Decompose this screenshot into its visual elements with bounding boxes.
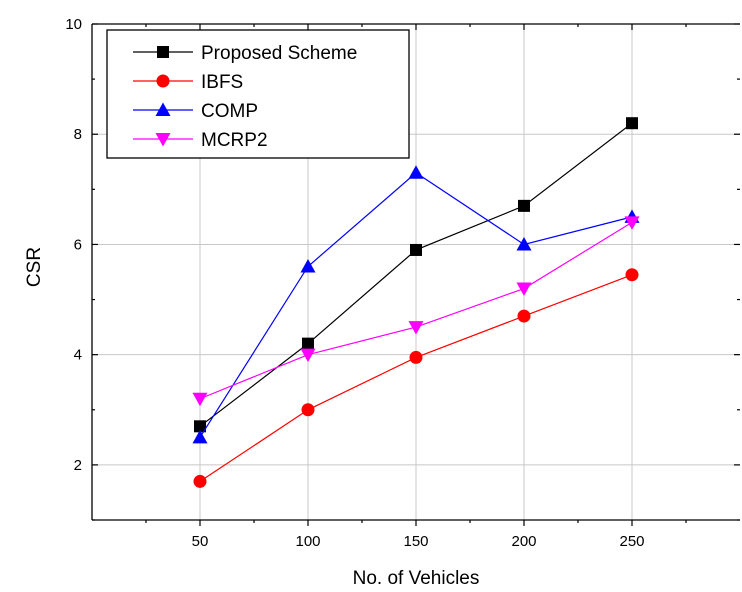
legend-item-3: MCRP2 [133, 130, 268, 151]
data-point [408, 321, 424, 335]
y-tick-label-1: 4 [74, 347, 82, 364]
data-point [517, 309, 531, 323]
data-point [625, 268, 639, 282]
data-point [300, 258, 316, 273]
x-tick-label-3: 200 [511, 533, 536, 550]
legend-item-1: IBFS [133, 72, 243, 93]
y-tick-label-3: 8 [74, 126, 82, 143]
legend-marker [156, 74, 170, 88]
series-1 [193, 268, 639, 488]
series-0 [194, 117, 638, 433]
x-tick-label-1: 100 [295, 533, 320, 550]
data-point [518, 199, 530, 212]
data-point [409, 350, 423, 364]
x-tick-label-4: 250 [619, 533, 644, 550]
tick-labels: 50 100 150 200 250 2 4 6 8 10 [65, 16, 644, 550]
x-tick-label-2: 150 [403, 533, 428, 550]
legend-item-2: COMP [133, 101, 258, 122]
data-point [302, 337, 314, 350]
legend-marker [155, 133, 171, 147]
series-3 [192, 216, 640, 407]
data-point [192, 429, 208, 444]
legend-label: COMP [201, 101, 258, 122]
data-point [193, 474, 207, 488]
x-axis-title: No. of Vehicles [353, 568, 480, 589]
legend-marker [157, 46, 169, 58]
data-point [300, 348, 316, 363]
data-point [626, 117, 638, 130]
data-point [301, 403, 315, 417]
y-tick-label-2: 6 [74, 236, 82, 253]
y-tick-label-4: 10 [65, 16, 82, 33]
legend: Proposed Scheme IBFS COMP MCRP2 [106, 29, 410, 159]
legend-label: Proposed Scheme [201, 43, 357, 64]
data-point [624, 216, 640, 230]
legend-item-0: Proposed Scheme [133, 43, 357, 64]
series-lines [192, 117, 640, 488]
data-point [194, 420, 206, 433]
legend-marker [155, 102, 171, 116]
y-tick-label-0: 2 [74, 457, 82, 474]
legend-label: MCRP2 [201, 130, 268, 151]
data-point [410, 243, 422, 256]
data-point [192, 392, 208, 407]
data-point [516, 236, 532, 251]
data-point [408, 165, 424, 179]
x-tick-label-0: 50 [192, 533, 209, 550]
legend-label: IBFS [201, 72, 243, 93]
axes [91, 23, 740, 526]
y-axis-title: CSR [24, 247, 45, 287]
data-point [516, 282, 532, 297]
